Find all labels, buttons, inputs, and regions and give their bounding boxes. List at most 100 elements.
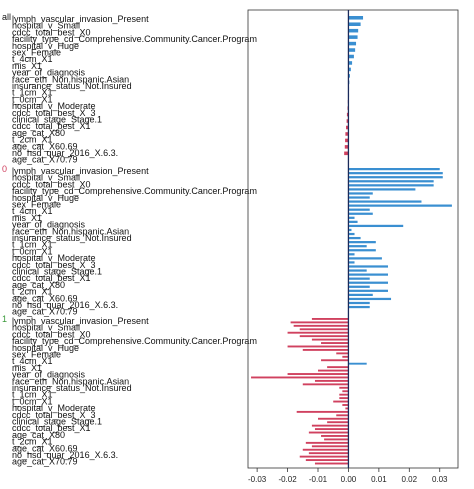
bar	[348, 265, 388, 268]
bar	[348, 293, 373, 296]
bar	[318, 369, 349, 372]
bar	[348, 22, 361, 26]
bar	[308, 431, 349, 434]
bar	[348, 257, 382, 260]
bar	[302, 348, 349, 351]
feature-label: age_cat_X70.79	[12, 307, 78, 317]
feature-label: lymph_vascular_invasion_Present	[12, 316, 149, 326]
feature-label: year_of_diagnosis	[12, 370, 86, 380]
bar	[348, 241, 376, 244]
bar	[348, 192, 373, 195]
bar	[348, 16, 364, 20]
plot-area	[247, 9, 459, 469]
bar	[299, 335, 349, 338]
bar	[290, 321, 349, 324]
bar	[314, 428, 349, 431]
bar	[302, 383, 349, 386]
bar	[296, 410, 349, 413]
feature-label: age_cat_X80	[12, 128, 65, 138]
bar	[302, 448, 349, 451]
feature-label: t_2cm_X1	[12, 437, 53, 447]
bar	[348, 253, 355, 256]
bar	[311, 445, 349, 448]
bar	[287, 373, 349, 375]
x-tick-label: 0.00	[341, 475, 357, 484]
bar	[348, 249, 376, 252]
bar	[348, 362, 367, 365]
feature-label: mis_X1	[12, 363, 42, 373]
bar	[348, 281, 388, 284]
bar	[344, 145, 349, 149]
bar	[345, 407, 349, 410]
bar	[348, 228, 352, 232]
feature-label: year_of_diagnosis	[12, 220, 86, 230]
feature-label: age_cat_X60.69	[12, 293, 78, 303]
feature-label: insurance_status_Not.Insured	[12, 383, 132, 393]
feature-label: clinical_stage_Stage.1	[12, 267, 102, 277]
feature-label: no_hsd_quar_2016_X.6.3.	[12, 450, 118, 460]
bar	[346, 112, 349, 117]
feature-label: hospital_v_Small	[12, 323, 80, 333]
bar	[348, 212, 373, 215]
bar	[348, 35, 358, 39]
bar	[348, 200, 422, 203]
bar	[348, 48, 356, 52]
x-tick-label: -0.01	[309, 475, 328, 484]
bar	[348, 28, 359, 33]
bar	[348, 216, 355, 219]
bar	[348, 180, 434, 183]
bar	[251, 376, 349, 379]
bar	[348, 245, 367, 248]
x-axis: -0.03 -0.02 -0.01 0.00 0.01 0.02 0.03	[248, 468, 448, 484]
feature-label: clinical_stage_Stage.1	[12, 115, 102, 125]
bar	[308, 452, 349, 455]
bar	[348, 297, 392, 301]
feature-label: lymph_vascular_invasion_Present	[12, 166, 149, 176]
feature-label: sex_Female	[12, 200, 61, 210]
panel-label-1: 0	[2, 164, 7, 174]
feature-label: cdcc_total_best_X1	[12, 273, 91, 283]
bar	[333, 400, 349, 403]
bar	[311, 338, 349, 341]
bar	[339, 386, 349, 389]
bar	[348, 41, 357, 46]
bar	[348, 188, 416, 191]
feature-label: hospital_v_Huge	[12, 41, 79, 51]
feature-label: hospital_v_Small	[12, 21, 80, 31]
feature-label: cdcc_total_best_X1	[12, 121, 91, 131]
feature-label: insurance_status_Not.Insured	[12, 81, 132, 91]
feature-label: hospital_v_Huge	[12, 193, 79, 203]
plot-frame	[247, 9, 459, 469]
feature-label: race_eth_Non.hispanic.Asian	[12, 376, 129, 386]
bar	[321, 342, 349, 344]
feature-label: hospital_v_Moderate	[12, 253, 96, 263]
feature-label: t_1cm_X1	[12, 240, 53, 250]
feature-label: cdcc_total_best_X_3	[12, 410, 96, 420]
bars	[251, 16, 452, 465]
bar	[348, 289, 388, 292]
bar	[344, 151, 349, 156]
bar	[324, 438, 349, 441]
feature-label: cdcc_total_best_X_3	[12, 260, 96, 270]
feature-label: t_0cm_X1	[12, 94, 53, 104]
bar	[348, 196, 370, 199]
feature-label: t_1cm_X1	[12, 390, 53, 400]
feature-label: facility_type_cd_Comprehensive.Community…	[12, 34, 257, 44]
feature-labels: all lymph_vascular_invasion_Presenthospit…	[2, 12, 257, 467]
feature-label: mis_X1	[12, 61, 42, 71]
bar	[321, 359, 349, 362]
x-tick-label: 0.02	[402, 475, 418, 484]
bar	[314, 462, 349, 465]
feature-label: t_4cm_X1	[12, 54, 53, 64]
feature-label: cdcc_total_best_X0	[12, 179, 91, 189]
bar	[348, 261, 355, 264]
bar	[339, 393, 349, 396]
bar	[299, 455, 349, 458]
bar	[348, 54, 354, 59]
feature-label: t_2cm_X1	[12, 287, 53, 297]
bar	[348, 184, 434, 187]
feature-label: year_of_diagnosis	[12, 68, 86, 78]
feature-label: race_eth_Non.hispanic.Asian	[12, 74, 129, 84]
feature-label: age_cat_X80	[12, 430, 65, 440]
